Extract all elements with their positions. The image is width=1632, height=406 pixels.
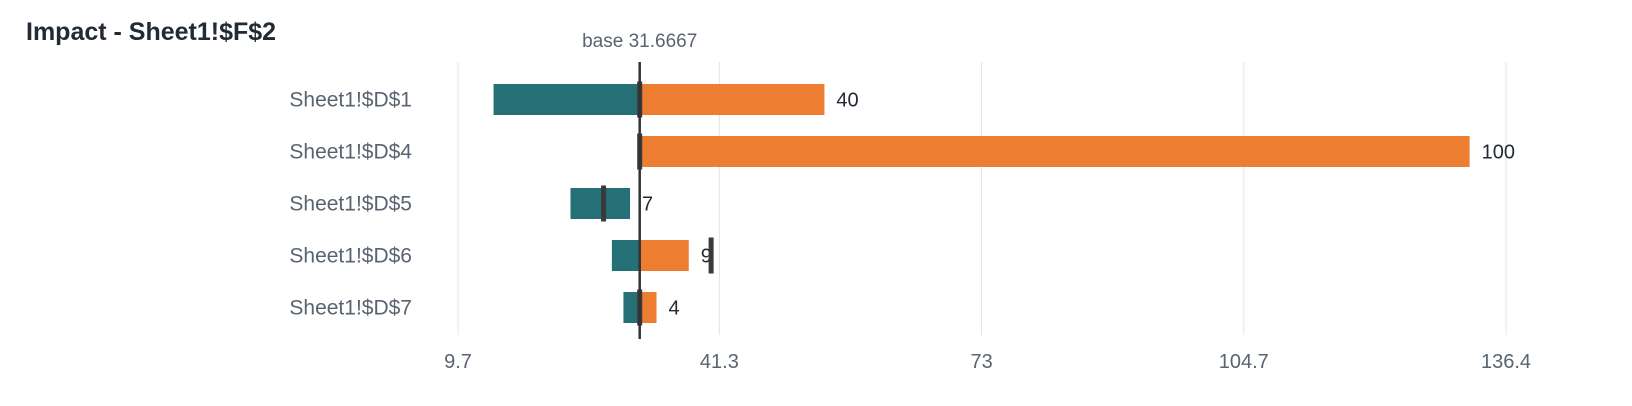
category-label: Sheet1!$D$5 [289, 193, 412, 216]
bar-low [570, 188, 631, 219]
category-label: Sheet1!$D$6 [289, 245, 412, 268]
category-label: Sheet1!$D$7 [289, 297, 412, 320]
x-tick-label: 9.7 [444, 351, 472, 373]
value-label: 9 [701, 246, 712, 268]
value-labels: 40 100 7 9 4 [642, 90, 1515, 320]
category-label: Sheet1!$D$1 [289, 89, 412, 112]
bar-high [639, 136, 1470, 167]
bars [493, 84, 1470, 323]
value-label: 100 [1482, 142, 1515, 164]
chart-title: Impact - Sheet1!$F$2 [26, 18, 277, 46]
base-label: base 31.6667 [582, 31, 697, 52]
bar-low [493, 84, 640, 115]
row-labels: Sheet1!$D$1 Sheet1!$D$4 Sheet1!$D$5 Sheet1!… [289, 89, 412, 320]
bar-high [639, 240, 689, 271]
bar-low [623, 292, 640, 323]
x-tick-labels: 9.7 41.3 73 104.7 136.4 [444, 351, 1531, 373]
value-label: 40 [836, 90, 858, 112]
bar-high [639, 84, 825, 115]
marker [601, 185, 607, 222]
value-label: 7 [642, 194, 653, 216]
value-label: 4 [669, 298, 680, 320]
bar-high [639, 292, 657, 323]
x-tick-label: 136.4 [1481, 351, 1531, 373]
category-label: Sheet1!$D$4 [289, 141, 412, 164]
x-tick-label: 41.3 [700, 351, 739, 373]
marker [708, 237, 714, 274]
bar-low [611, 240, 640, 271]
x-tick-label: 73 [970, 351, 992, 373]
x-tick-label: 104.7 [1219, 351, 1269, 373]
